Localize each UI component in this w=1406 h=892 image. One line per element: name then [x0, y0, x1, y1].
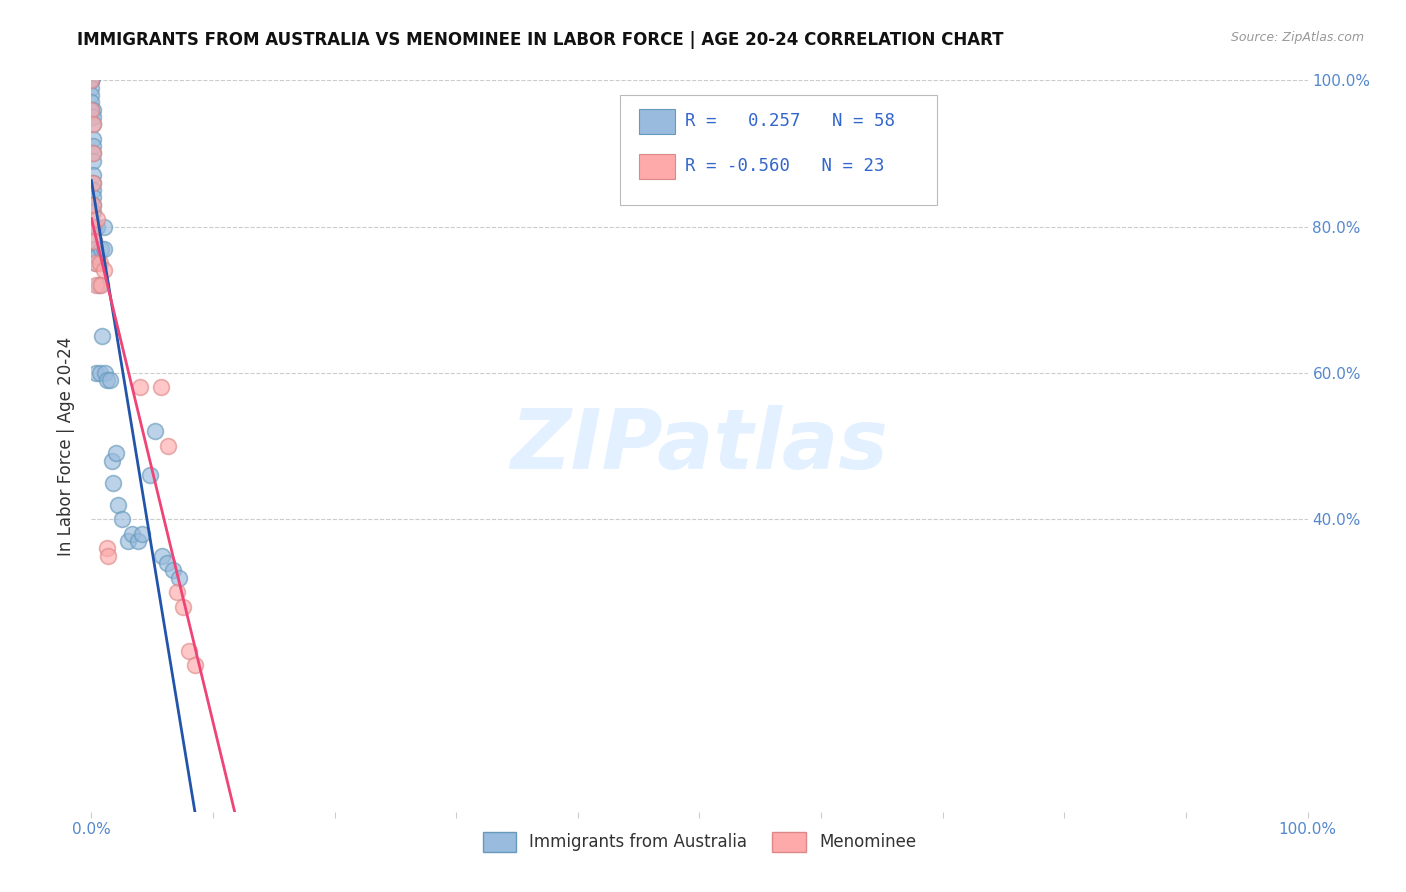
Point	[82, 146, 104, 161]
Point	[80, 103, 103, 117]
Point	[103, 475, 125, 490]
Point	[83, 219, 105, 234]
Point	[80, 80, 103, 95]
Point	[80, 73, 103, 87]
Point	[111, 512, 134, 526]
Point	[82, 117, 104, 131]
Point	[149, 380, 172, 394]
Point	[162, 563, 184, 577]
Point	[131, 526, 153, 541]
FancyBboxPatch shape	[638, 154, 675, 179]
Point	[150, 549, 173, 563]
Point	[139, 468, 162, 483]
Point	[107, 498, 129, 512]
Point	[90, 242, 112, 256]
Point	[97, 549, 120, 563]
Point	[93, 242, 115, 256]
Point	[82, 132, 104, 146]
Y-axis label: In Labor Force | Age 20-24: In Labor Force | Age 20-24	[58, 336, 76, 556]
Point	[82, 110, 104, 124]
Point	[143, 425, 166, 439]
Text: ZIPatlas: ZIPatlas	[510, 406, 889, 486]
Point	[82, 197, 104, 211]
Point	[80, 73, 103, 87]
Point	[96, 373, 118, 387]
Point	[86, 219, 108, 234]
Point	[84, 256, 107, 270]
Point	[98, 373, 121, 387]
Point	[82, 197, 104, 211]
Point	[129, 380, 152, 394]
Point	[80, 73, 103, 87]
Text: R = -0.560   N = 23: R = -0.560 N = 23	[685, 157, 884, 175]
Point	[87, 278, 110, 293]
Text: Source: ZipAtlas.com: Source: ZipAtlas.com	[1230, 31, 1364, 45]
Point	[80, 73, 103, 87]
Point	[80, 87, 103, 102]
Point	[156, 439, 179, 453]
Text: R =   0.257   N = 58: R = 0.257 N = 58	[685, 112, 894, 129]
Point	[156, 556, 179, 570]
Point	[84, 256, 107, 270]
Legend: Immigrants from Australia, Menominee: Immigrants from Australia, Menominee	[477, 826, 922, 858]
Point	[80, 103, 103, 117]
Point	[82, 176, 104, 190]
Text: IMMIGRANTS FROM AUSTRALIA VS MENOMINEE IN LABOR FORCE | AGE 20-24 CORRELATION CH: IMMIGRANTS FROM AUSTRALIA VS MENOMINEE I…	[77, 31, 1004, 49]
Point	[82, 219, 104, 234]
Point	[93, 219, 115, 234]
Point	[177, 644, 200, 658]
Point	[101, 453, 124, 467]
Point	[82, 176, 104, 190]
Point	[84, 278, 107, 293]
Point	[84, 366, 107, 380]
Point	[80, 95, 103, 110]
Point	[172, 599, 194, 614]
Point	[80, 73, 103, 87]
Point	[84, 249, 107, 263]
Point	[82, 117, 104, 131]
Point	[80, 73, 103, 87]
Point	[167, 571, 190, 585]
Point	[84, 242, 107, 256]
Point	[82, 183, 104, 197]
Point	[82, 205, 104, 219]
Point	[82, 146, 104, 161]
Point	[82, 190, 104, 204]
Point	[166, 585, 188, 599]
Point	[184, 658, 207, 673]
Point	[80, 73, 103, 87]
Point	[121, 526, 143, 541]
Point	[89, 366, 111, 380]
Point	[82, 169, 104, 183]
FancyBboxPatch shape	[638, 109, 675, 134]
Point	[117, 534, 139, 549]
Point	[104, 446, 127, 460]
Point	[80, 73, 103, 87]
Point	[96, 541, 118, 556]
Point	[89, 256, 111, 270]
FancyBboxPatch shape	[620, 95, 936, 204]
Point	[127, 534, 149, 549]
Point	[83, 234, 105, 248]
Point	[86, 249, 108, 263]
Point	[90, 278, 112, 293]
Point	[83, 234, 105, 248]
Point	[91, 329, 114, 343]
Point	[82, 153, 104, 168]
Point	[82, 139, 104, 153]
Point	[80, 73, 103, 87]
Point	[82, 103, 104, 117]
Point	[80, 73, 103, 87]
Point	[86, 212, 108, 227]
Point	[93, 263, 115, 277]
Point	[94, 366, 117, 380]
